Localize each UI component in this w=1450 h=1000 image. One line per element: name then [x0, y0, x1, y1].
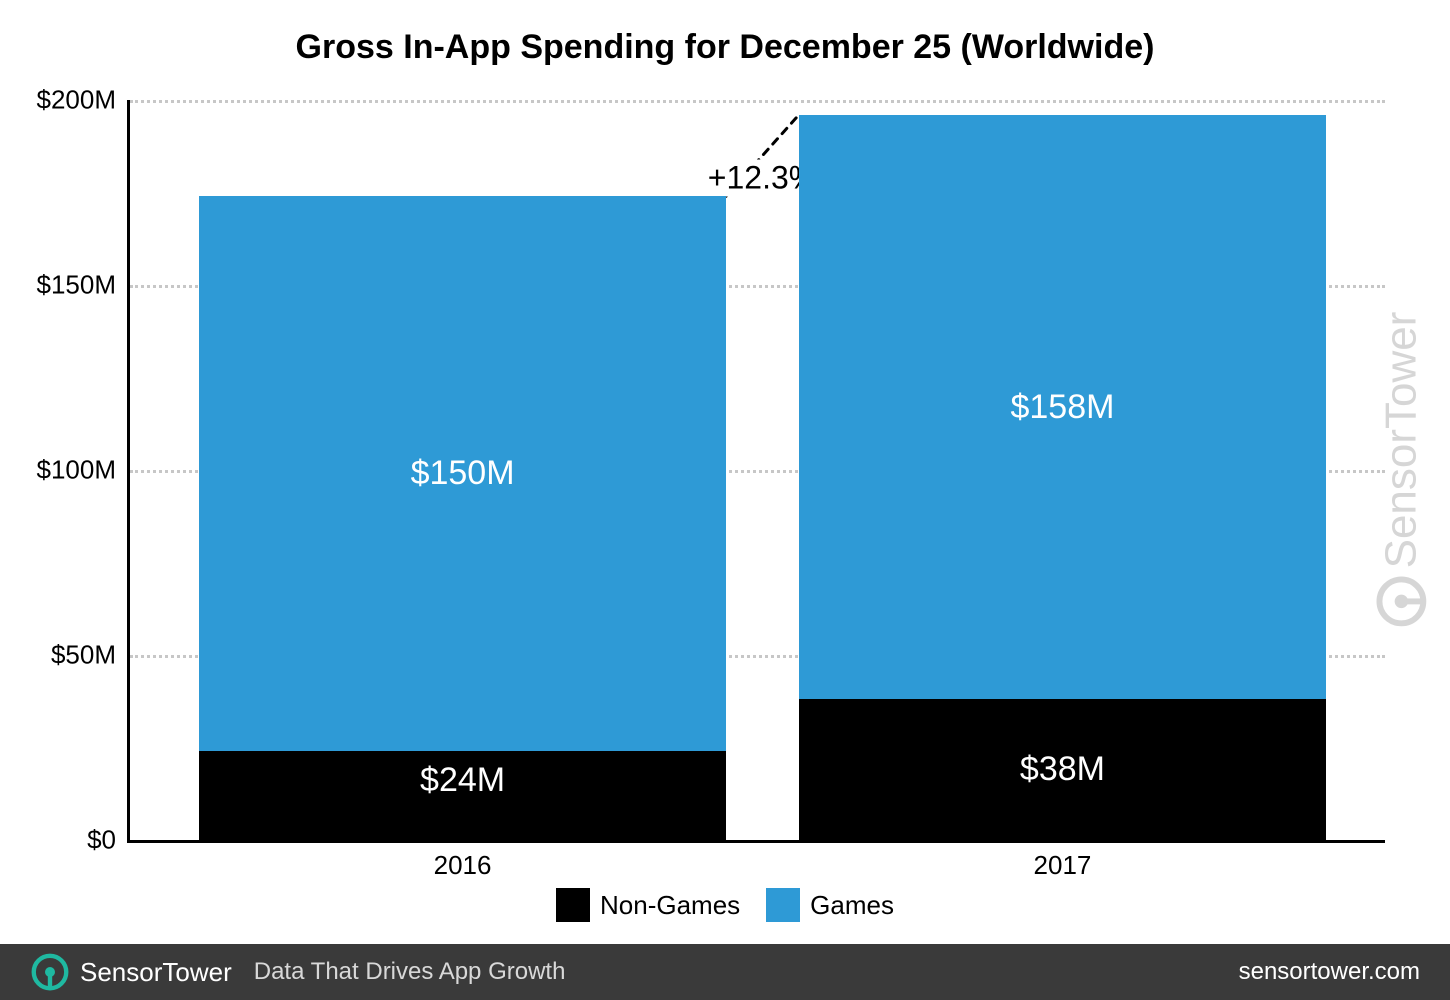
bar-value-label: $158M [1010, 388, 1114, 427]
sensortower-logo-icon [30, 952, 70, 992]
footer-url: sensortower.com [1239, 958, 1420, 986]
plot-area: +12.3% $0$50M$100M$150M$200M$24M$150M201… [130, 100, 1385, 840]
bar-2016: $24M $150M [199, 196, 726, 840]
bar-2017: $38M $158M [799, 115, 1326, 840]
legend-item-non-games: Non-Games [556, 888, 740, 922]
footer-brand-text: SensorTower [80, 957, 232, 988]
y-tick-label: $50M [51, 640, 130, 671]
bar-value-label: $38M [1020, 750, 1105, 789]
bar-segment-games: $158M [799, 115, 1326, 700]
bar-segment-non-games: $38M [799, 699, 1326, 840]
y-tick-label: $0 [87, 825, 130, 856]
legend-swatch [766, 888, 800, 922]
legend: Non-Games Games [0, 888, 1450, 922]
grid-line [130, 100, 1385, 103]
legend-label: Games [810, 890, 894, 921]
bar-value-label: $150M [411, 454, 515, 493]
footer-bar: SensorTower Data That Drives App Growth … [0, 944, 1450, 1000]
legend-label: Non-Games [600, 890, 740, 921]
x-tick-label: 2016 [434, 840, 492, 881]
y-tick-label: $200M [37, 85, 131, 116]
watermark-logo-icon [1375, 574, 1429, 628]
x-tick-label: 2017 [1034, 840, 1092, 881]
y-tick-label: $150M [37, 270, 131, 301]
watermark: SensorTower [1375, 312, 1429, 629]
footer-tagline: Data That Drives App Growth [254, 958, 566, 986]
legend-item-games: Games [766, 888, 894, 922]
y-tick-label: $100M [37, 455, 131, 486]
x-axis-line [128, 840, 1385, 843]
footer-logo: SensorTower [30, 952, 232, 992]
bar-segment-games: $150M [199, 196, 726, 751]
watermark-text: SensorTower [1377, 312, 1427, 569]
bar-value-label: $24M [420, 751, 505, 800]
chart-title: Gross In-App Spending for December 25 (W… [0, 0, 1450, 67]
legend-swatch [556, 888, 590, 922]
bar-segment-non-games: $24M [199, 751, 726, 840]
